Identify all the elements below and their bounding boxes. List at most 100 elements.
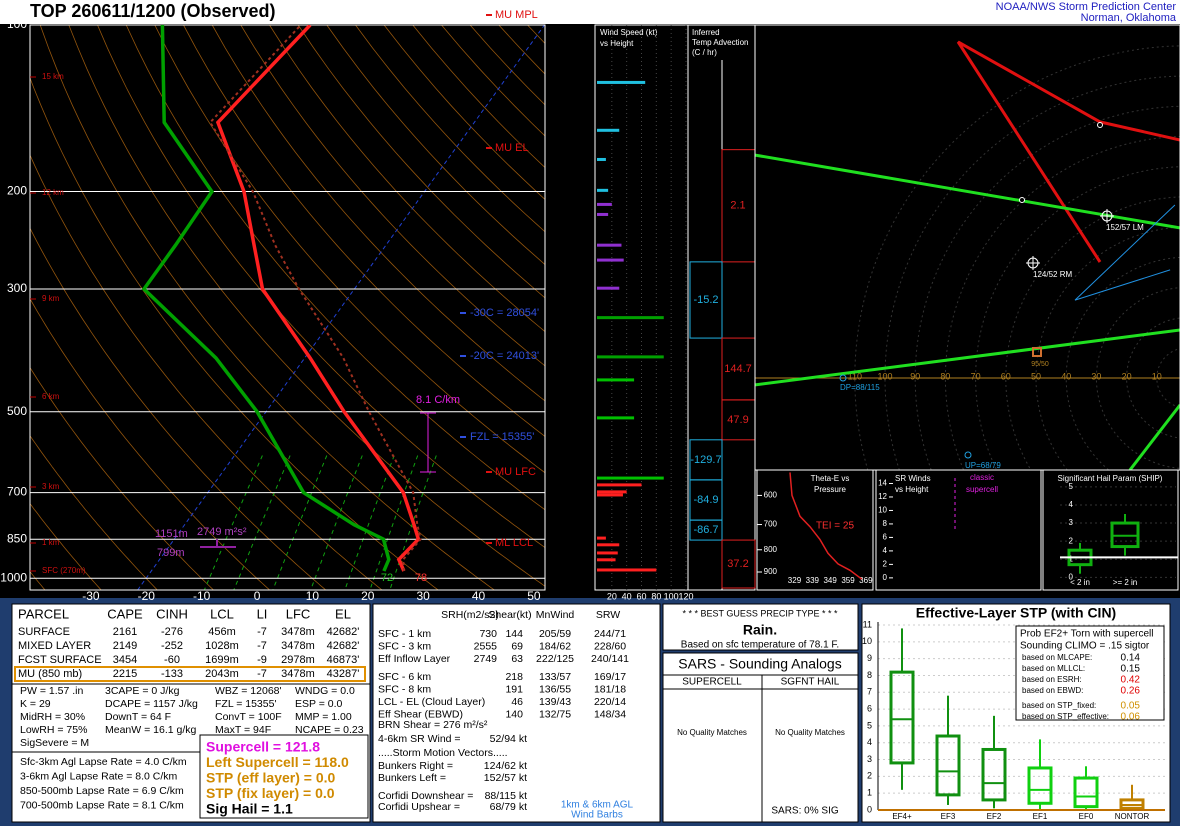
table-cell: 730 xyxy=(479,628,497,640)
thetae-line xyxy=(789,472,863,580)
dry-adiabat xyxy=(326,25,545,266)
table-cell: 169/17 xyxy=(594,671,626,683)
table-cell: FCST SURFACE xyxy=(18,654,102,666)
dry-adiabat xyxy=(30,227,327,590)
y-tick-label: 0 xyxy=(867,804,872,814)
dry-adiabat xyxy=(154,25,545,474)
hodograph-trace xyxy=(1074,204,1176,301)
x-tick-label: 80 xyxy=(651,591,661,601)
advection-label: -84.9 xyxy=(693,494,718,506)
sfc-label: 72 xyxy=(381,572,393,584)
index-cell: ESP = 0.0 xyxy=(295,698,343,710)
table-cell: 228/60 xyxy=(594,640,626,652)
table-cell: 1699m xyxy=(205,654,239,666)
y-tick-label: 300 xyxy=(7,281,27,295)
table-cell: 2978m xyxy=(281,654,315,666)
mixing-ratio-line xyxy=(203,455,263,590)
height-label: 3 km xyxy=(42,482,60,491)
wind-bar xyxy=(597,212,609,216)
dry-adiabat xyxy=(211,25,545,402)
box xyxy=(889,670,915,765)
panel-title: Wind Speed (kt) xyxy=(600,28,658,37)
table-cell: 46 xyxy=(511,696,523,708)
ring-label: 70 xyxy=(971,371,981,381)
ring-label: 10 xyxy=(1152,371,1162,381)
point-label: 3 xyxy=(1020,187,1025,196)
table-header: PARCEL xyxy=(18,606,69,621)
table-cell: 132/75 xyxy=(539,708,571,720)
table-cell: 2555 xyxy=(474,640,498,652)
kinematic-line: Corfidi Upshear = xyxy=(378,801,460,813)
prob-box xyxy=(1015,625,1165,721)
dry-adiabat xyxy=(30,298,270,590)
sars-title: SARS - Sounding Analogs xyxy=(678,656,841,672)
x-tick-label: 30 xyxy=(416,589,430,603)
table-cell: Eff Inflow Layer xyxy=(378,653,451,665)
kinematic-value: 124/62 kt xyxy=(484,760,527,772)
category-label: EF4+ xyxy=(892,812,912,821)
lapse-rate: 700-500mb Lapse Rate = 8.1 C/km xyxy=(20,799,184,811)
table-cell: 205/59 xyxy=(539,628,571,640)
y-tick-label: 700 xyxy=(7,485,27,499)
y-tick-label: 800 xyxy=(764,545,778,554)
hodograph-area: 110 100 90 80 70 60 50 40 30 20 10 xyxy=(755,40,1180,470)
table-cell: 218 xyxy=(505,671,523,683)
dry-adiabat xyxy=(125,25,545,511)
table-cell: 140 xyxy=(505,708,523,720)
table-cell: MU (850 mb) xyxy=(18,668,82,680)
table-header: LI xyxy=(257,606,268,621)
wind-bar xyxy=(597,536,606,540)
index-cell: MaxT = 94F xyxy=(215,724,271,736)
kinematic-line: .....Storm Motion Vectors..... xyxy=(378,747,508,759)
prob-label: based on EBWD: xyxy=(1022,686,1083,695)
wind-bar xyxy=(597,483,642,487)
y-tick-label: 0 xyxy=(1069,572,1074,581)
note: classic xyxy=(970,473,994,482)
y-tick-label: 12 xyxy=(878,492,887,501)
y-tick-label: 8 xyxy=(867,670,872,680)
sars-column: SGFNT HAIL xyxy=(781,677,840,688)
y-tick-label: 11 xyxy=(863,619,872,629)
wind-bar xyxy=(597,378,635,382)
dry-adiabat xyxy=(30,435,158,590)
y-tick-label: 100 xyxy=(7,17,27,31)
x-tick-label: -10 xyxy=(193,589,211,603)
table-cell: 1028m xyxy=(205,640,239,652)
y-tick-label: 700 xyxy=(764,520,778,529)
table-header: EL xyxy=(335,606,351,621)
index-cell: NCAPE = 0.23 xyxy=(295,724,364,736)
x-tick-label: 369 xyxy=(859,576,873,585)
x-tick-label: 0 xyxy=(254,589,261,603)
advection-label: -15.2 xyxy=(693,294,718,306)
header-bar xyxy=(0,0,1180,24)
prob-value: 0.06 xyxy=(1121,712,1141,723)
dry-adiabat xyxy=(30,76,439,590)
x-tick-label: 40 xyxy=(472,589,486,603)
y-tick-label: 4 xyxy=(883,546,888,555)
x-tick-label: 329 xyxy=(788,576,802,585)
storm-label: 124/52 RM xyxy=(1033,270,1072,279)
table-cell: 144 xyxy=(505,628,523,640)
ship-frame xyxy=(1042,469,1179,591)
mixing-ratio-line xyxy=(233,455,291,590)
inflow-label: 2749 m²s² xyxy=(197,526,247,538)
table-cell: 3478m xyxy=(281,668,315,680)
y-tick-label: 2 xyxy=(1069,536,1074,545)
height-label: 15 km xyxy=(42,72,64,81)
srwinds-frame xyxy=(875,469,1042,591)
sars-match: No Quality Matches xyxy=(775,728,845,737)
dry-adiabat xyxy=(269,25,545,333)
y-tick-label: 1000 xyxy=(0,570,27,584)
corfidi-label: DP=88/115 xyxy=(840,383,880,392)
y-tick-label: 4 xyxy=(867,737,872,747)
corfidi-marker xyxy=(839,374,847,382)
x-tick-label: 359 xyxy=(841,576,855,585)
x-tick-label: 40 xyxy=(622,591,632,601)
box xyxy=(1073,776,1099,809)
y-tick-label: 200 xyxy=(7,184,27,198)
lapse-rate: 850-500mb Lapse Rate = 6.9 C/km xyxy=(20,785,184,797)
note: supercell xyxy=(966,485,998,494)
table-cell: 136/55 xyxy=(539,683,571,695)
y-tick-label: 10 xyxy=(878,506,887,515)
table-cell: 42682' xyxy=(327,626,360,638)
